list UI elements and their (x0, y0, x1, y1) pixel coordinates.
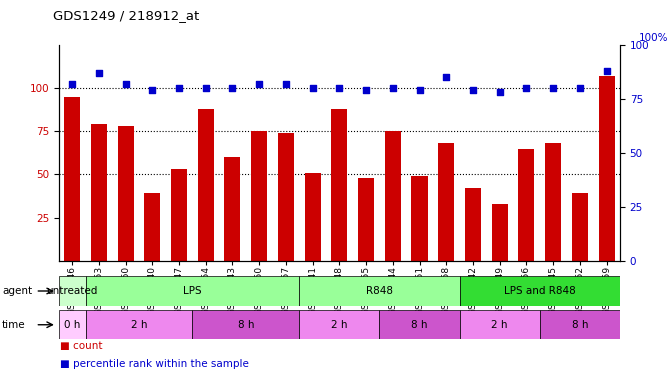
Bar (171, 169, 187, 261)
Bar (251, 131, 267, 261)
Point (67, 81, 77, 87)
Y-axis label: 100%: 100% (639, 33, 668, 43)
Bar (299, 276, 460, 306)
Bar (518, 148, 534, 261)
Bar (358, 178, 374, 261)
Point (601, 68, 612, 74)
Point (387, 85, 398, 91)
Point (200, 85, 211, 91)
Text: ■ percentile rank within the sample: ■ percentile rank within the sample (60, 359, 249, 369)
Point (414, 87, 425, 93)
Point (521, 85, 532, 91)
Bar (86, 310, 192, 339)
Point (494, 90, 505, 96)
Text: 2 h: 2 h (131, 320, 147, 330)
Bar (438, 143, 454, 261)
Bar (91, 124, 107, 261)
Text: time: time (2, 320, 25, 330)
Point (281, 81, 291, 87)
Bar (278, 133, 294, 261)
Point (94, 70, 104, 76)
Bar (379, 310, 460, 339)
Text: 8 h: 8 h (238, 320, 254, 330)
Bar (64, 97, 80, 261)
Point (227, 85, 238, 91)
Bar (465, 188, 481, 261)
Point (334, 85, 345, 91)
Bar (192, 310, 299, 339)
Point (254, 81, 265, 87)
Point (441, 74, 452, 80)
Bar (144, 194, 160, 261)
Bar (540, 310, 620, 339)
Point (147, 87, 158, 93)
Bar (224, 157, 240, 261)
Bar (299, 310, 379, 339)
Text: LPS: LPS (183, 286, 202, 296)
Bar (331, 109, 347, 261)
Bar (460, 310, 540, 339)
Point (120, 81, 131, 87)
Text: untreated: untreated (47, 286, 98, 296)
Bar (411, 176, 428, 261)
Text: 8 h: 8 h (411, 320, 428, 330)
Point (468, 87, 478, 93)
Text: LPS and R848: LPS and R848 (504, 286, 576, 296)
Text: ■ count: ■ count (60, 340, 103, 351)
Text: 0 h: 0 h (64, 320, 80, 330)
Text: GDS1249 / 218912_at: GDS1249 / 218912_at (53, 9, 200, 22)
Bar (59, 276, 86, 306)
Bar (118, 126, 134, 261)
Point (548, 85, 558, 91)
Text: R848: R848 (366, 286, 393, 296)
Bar (86, 276, 299, 306)
Bar (572, 194, 588, 261)
Bar (198, 109, 214, 261)
Text: agent: agent (2, 286, 32, 296)
Point (361, 87, 371, 93)
Text: 2 h: 2 h (331, 320, 347, 330)
Text: 8 h: 8 h (572, 320, 588, 330)
Bar (460, 276, 620, 306)
Text: 2 h: 2 h (492, 320, 508, 330)
Bar (385, 131, 401, 261)
Point (307, 85, 318, 91)
Point (174, 85, 184, 91)
Bar (545, 143, 561, 261)
Point (574, 85, 585, 91)
Bar (59, 310, 86, 339)
Bar (599, 76, 615, 261)
Bar (492, 204, 508, 261)
Bar (305, 172, 321, 261)
